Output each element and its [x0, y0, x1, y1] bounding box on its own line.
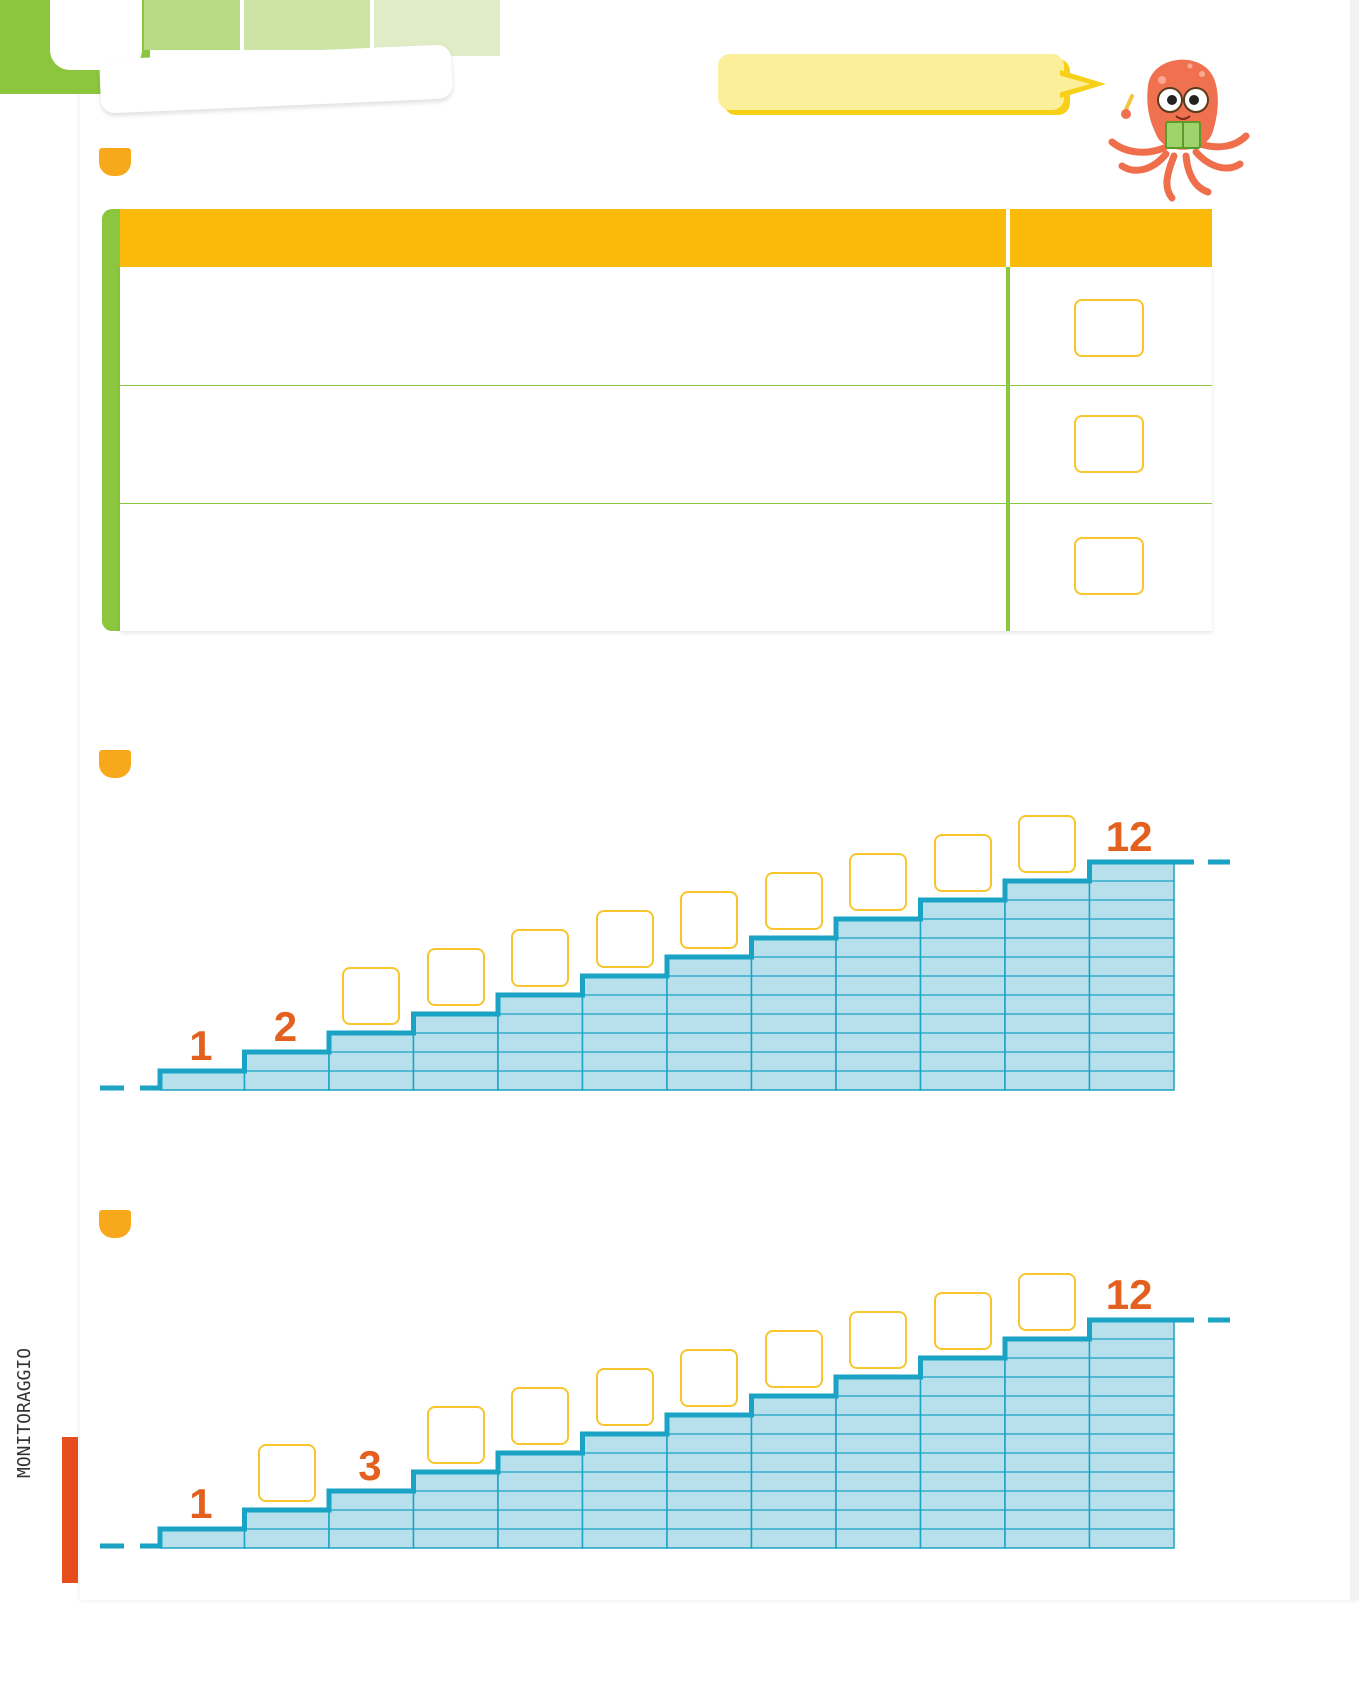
stair-step [497, 994, 584, 1091]
stair-step [328, 1490, 415, 1549]
stair-step [835, 918, 922, 1091]
side-label: MONITORAGGIO [14, 1347, 35, 1478]
step-answer-box[interactable] [764, 872, 823, 930]
exercise-bullet [99, 750, 131, 778]
stair-step [666, 956, 753, 1091]
table-row [120, 503, 1212, 631]
staircase-outline [140, 1317, 1194, 1549]
step-answer-box[interactable] [933, 1292, 992, 1350]
step-number: 3 [358, 1442, 382, 1489]
step-answer-box[interactable] [257, 1444, 316, 1502]
exercise-bullet [99, 1210, 131, 1238]
stair-step [1004, 880, 1091, 1091]
step-number: 2 [273, 1003, 298, 1050]
table-header-divider [1006, 209, 1010, 267]
answer-box[interactable] [1074, 415, 1144, 473]
step-answer-box[interactable] [933, 834, 992, 892]
step-answer-box[interactable] [595, 1368, 654, 1426]
step-answer-box[interactable] [1018, 815, 1077, 873]
table-row [120, 385, 1212, 503]
speech-bubble-tail-inner [1058, 75, 1090, 93]
exercise-table [102, 209, 1212, 631]
step-answer-box[interactable] [595, 910, 654, 968]
step-answer-box[interactable] [342, 967, 401, 1025]
table-header [120, 209, 1212, 267]
step-answer-box[interactable] [680, 891, 739, 949]
header-banner-stripe [244, 0, 370, 50]
step-answer-box[interactable] [426, 948, 485, 1006]
stair-step [666, 1414, 753, 1549]
step-number: 12 [1105, 1271, 1153, 1318]
step-answer-box[interactable] [426, 1406, 485, 1464]
stair-step [835, 1376, 922, 1549]
octopus-mascot-icon [1108, 59, 1250, 202]
header-banner-stripe [140, 0, 240, 50]
stair-step [328, 1032, 415, 1091]
page-edge [1350, 0, 1359, 1600]
step-number: 1 [189, 1480, 213, 1527]
step-answer-box[interactable] [764, 1330, 823, 1388]
step-number: 12 [1105, 813, 1153, 860]
stair-step [159, 1070, 246, 1091]
number-staircase-2: 1 3 12 [80, 1258, 1280, 1558]
table-row [120, 267, 1212, 385]
staircase-outline [140, 859, 1194, 1091]
step-answer-box[interactable] [680, 1349, 739, 1407]
stair-step [1004, 1338, 1091, 1549]
staircase-graphic [100, 859, 1230, 1091]
table-column-divider [1006, 267, 1010, 631]
side-label-bar [62, 1437, 78, 1583]
staircase-graphic [100, 1317, 1230, 1549]
number-staircase-1: 1 2 12 [80, 800, 1280, 1100]
step-answer-box[interactable] [849, 853, 908, 911]
step-answer-box[interactable] [511, 1387, 570, 1445]
step-number: 1 [189, 1022, 213, 1069]
answer-box[interactable] [1074, 537, 1144, 595]
answer-box[interactable] [1074, 299, 1144, 357]
speech-bubble [718, 54, 1064, 110]
table-body [120, 267, 1212, 631]
exercise-bullet [99, 148, 131, 176]
step-answer-box[interactable] [849, 1311, 908, 1369]
stair-step [497, 1452, 584, 1549]
step-answer-box[interactable] [1018, 1273, 1077, 1331]
stair-step [159, 1528, 246, 1549]
table-row-divider [120, 503, 1212, 504]
step-answer-box[interactable] [511, 929, 570, 987]
table-row-divider [120, 385, 1212, 386]
table-left-bar [102, 209, 120, 631]
